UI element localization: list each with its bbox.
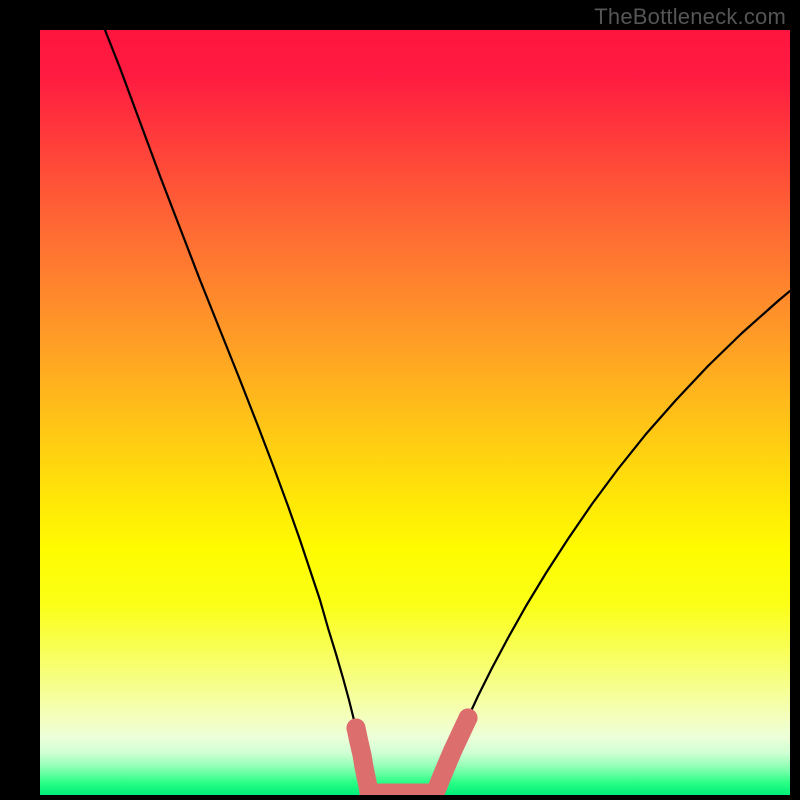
plot-area [40, 30, 790, 795]
watermark-text: TheBottleneck.com [594, 4, 786, 30]
curve-overlay [40, 30, 790, 795]
chart-container: TheBottleneck.com [0, 0, 800, 800]
